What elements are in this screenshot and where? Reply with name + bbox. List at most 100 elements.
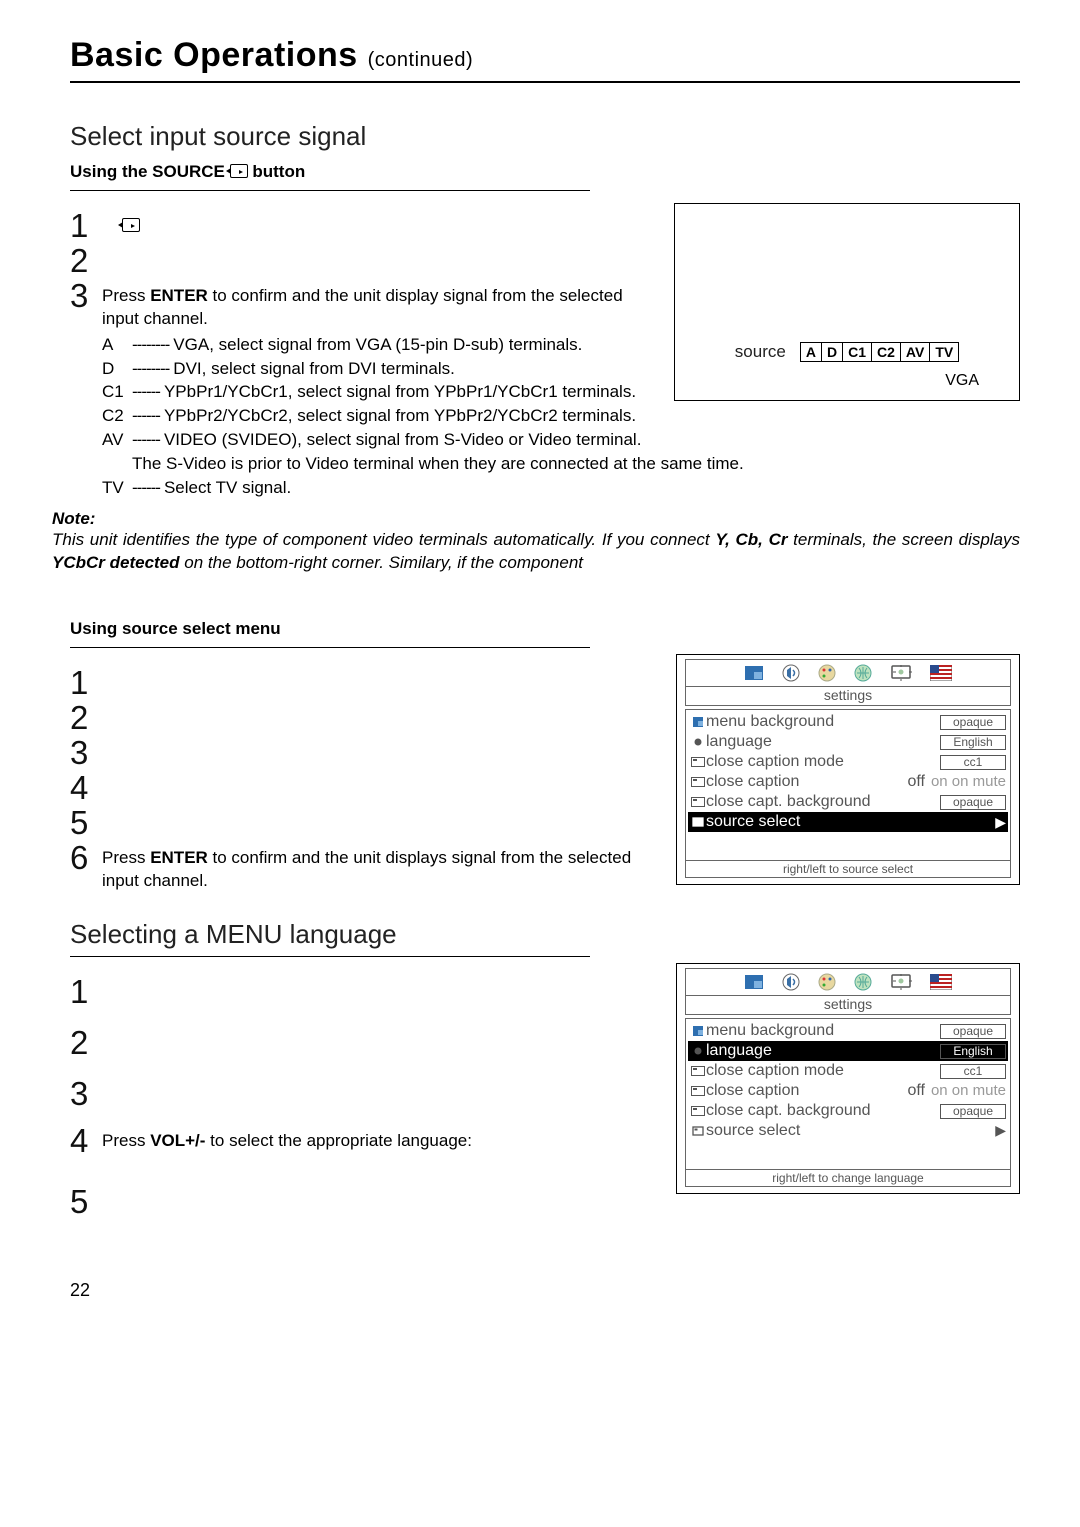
page-number: 22 [70,1280,1020,1301]
osd-settings-menu: settings menu background opaque language Eng… [676,654,1020,885]
osd-menu-row: source select▶ [688,812,1008,832]
screen-icon [890,973,912,991]
signal-row: C1------YPbPr1/YCbCr1, select signal fro… [102,380,662,404]
box-icon [690,816,706,828]
source-cell: C2 [871,343,900,362]
audio-icon [782,973,800,991]
osd-row-label: close capt. background [706,792,936,812]
signal-row: C2------YPbPr2/YCbCr2, select signal fro… [102,404,982,428]
cc-icon [690,797,706,807]
step-1: 1 [70,209,662,242]
note-heading: Note: [52,509,1020,529]
box-icon [690,1125,706,1137]
source-cell: AV [900,343,929,362]
subheading-using-source-button: Using the SOURCE button [70,162,590,191]
source-cell: C1 [843,343,872,362]
audio-icon [782,664,800,682]
osd-menu-row: language English [690,732,1006,752]
osd-footer-hint: right/left to change language [685,1170,1011,1187]
osd-row-value: opaque [940,1024,1006,1039]
cc-icon [690,1106,706,1116]
osd-footer-hint: right/left to source select [685,861,1011,878]
signal-row: TV------Select TV signal. [102,476,982,500]
flag-icon [930,974,952,990]
osd-row-label: close caption mode [706,752,936,772]
step-3: 3 Press ENTER to confirm and the unit di… [70,279,662,331]
signal-row: A--------VGA, select signal from VGA (15… [102,333,662,357]
dot-icon [690,1045,706,1057]
osd-row-value: cc1 [940,755,1006,770]
globe-icon [854,664,872,682]
step-6: 6 Press ENTER to confirm and the unit di… [70,841,664,893]
flag-icon [930,665,952,681]
section-title-menu-language: Selecting a MENU language [70,919,1020,950]
osd-settings-menu: settings menu background opaque language Eng… [676,963,1020,1194]
signal-row: D--------DVI, select signal from DVI ter… [102,357,662,381]
page-headline: Basic Operations (continued) [70,36,1020,83]
osd-row-label: language [706,1041,936,1061]
source-cells-table: ADC1C2AVTV [800,342,959,362]
cc-icon [690,1086,706,1096]
headline-main: Basic Operations [70,36,358,74]
osd-menu-row: close capt. background opaque [690,792,1006,812]
dot-icon [690,736,706,748]
chevron-right-icon: ▶ [995,1122,1006,1140]
cc-icon [690,777,706,787]
osd-menu-row: menu background opaque [690,1021,1006,1041]
source-label: source [735,342,786,362]
osd-icon-row [685,968,1011,996]
osd-menu-row: close captionoffon on mute [690,1081,1006,1101]
osd-row-value: English [940,735,1006,750]
osd-menu-row: language English [688,1041,1008,1061]
osd-tab-label: settings [685,687,1011,706]
osd-row-value: opaque [940,795,1006,810]
square-icon [690,716,706,728]
square-icon [690,1025,706,1037]
subheading-source-select-menu: Using source select menu [70,619,590,648]
source-cell: TV [930,343,959,362]
osd-row-value: cc1 [940,1064,1006,1079]
osd-row-label: source select [706,812,995,832]
osd-row-label: menu background [706,1021,936,1041]
osd-row-label: close caption [706,1081,889,1101]
osd-row-value: opaque [940,1104,1006,1119]
chevron-right-icon: ▶ [995,814,1006,832]
lang-step-4: 4 Press VOL+/- to select the appropriate… [70,1124,664,1157]
source-selected: VGA [945,372,979,390]
signal-row: The S-Video is prior to Video terminal w… [102,452,982,476]
screen-icon [890,664,912,682]
osd-row-label: close caption [706,772,889,792]
osd-row-label: source select [706,1121,995,1141]
osd-menu-row: source select▶ [690,1121,1006,1141]
globe-icon [854,973,872,991]
osd-row-label: language [706,732,936,752]
osd-row-label: close caption mode [706,1061,936,1081]
osd-icon-row [685,659,1011,687]
cc-icon [690,757,706,767]
step-2: 2 [70,244,662,277]
osd-menu-row: close captionoffon on mute [690,772,1006,792]
source-button-icon [230,164,248,178]
osd-row-value: English [940,1044,1006,1059]
osd-row-value: opaque [940,715,1006,730]
osd-menu-row: menu background opaque [690,712,1006,732]
osd-tab-label: settings [685,996,1011,1015]
osd-menu-row: close capt. background opaque [690,1101,1006,1121]
palette-icon [818,664,836,682]
signal-row: AV------VIDEO (SVIDEO), select signal fr… [102,428,982,452]
osd-source-bar: source ADC1C2AVTV VGA [674,203,1020,401]
osd-menu-row: close caption mode cc1 [690,752,1006,772]
note-body: This unit identifies the type of compone… [52,529,1020,575]
section-title-select-input: Select input source signal [70,121,1020,152]
cc-icon [690,1066,706,1076]
headline-cont: (continued) [368,49,474,71]
source-cell: A [800,343,821,362]
osd-row-label: close capt. background [706,1101,936,1121]
palette-icon [818,973,836,991]
osd-row-label: menu background [706,712,936,732]
osd-menu-row: close caption mode cc1 [690,1061,1006,1081]
pip-icon [744,974,764,990]
source-button-icon [122,218,140,232]
source-cell: D [821,343,842,362]
pip-icon [744,665,764,681]
